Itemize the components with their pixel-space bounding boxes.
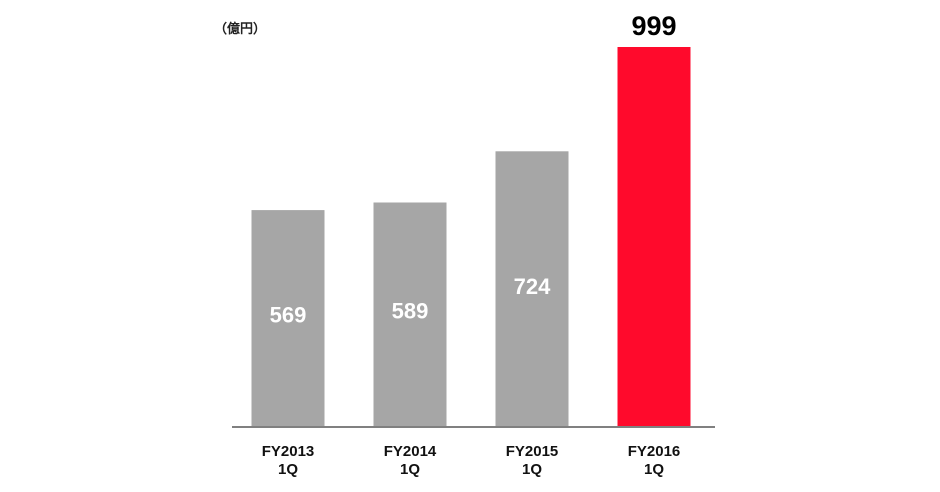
tick-label-fy2015-line1: FY2015 bbox=[506, 443, 559, 460]
bar-fy2013 bbox=[251, 210, 325, 426]
value-label-fy2014: 589 bbox=[392, 299, 429, 324]
tick-label-fy2013-line2: 1Q bbox=[278, 461, 298, 478]
unit-label: （億円） bbox=[214, 21, 266, 37]
tick-label-fy2014-line1: FY2014 bbox=[384, 443, 437, 460]
bar-fy2015 bbox=[495, 151, 569, 427]
bar-fy2014 bbox=[373, 202, 447, 426]
value-label-fy2013: 569 bbox=[270, 302, 307, 327]
tick-label-fy2016-line1: FY2016 bbox=[628, 443, 681, 460]
tick-label-fy2016-line2: 1Q bbox=[644, 461, 664, 478]
bars-group bbox=[251, 47, 691, 427]
tick-label-fy2013-line1: FY2013 bbox=[262, 443, 315, 460]
bar-fy2016 bbox=[617, 47, 691, 426]
tick-label-fy2015-line2: 1Q bbox=[522, 461, 542, 478]
value-label-fy2016: 999 bbox=[631, 11, 676, 41]
tick-label-fy2014-line2: 1Q bbox=[400, 461, 420, 478]
value-label-fy2015: 724 bbox=[514, 274, 551, 299]
value-labels-group: 569 589 724 999 bbox=[270, 11, 677, 327]
